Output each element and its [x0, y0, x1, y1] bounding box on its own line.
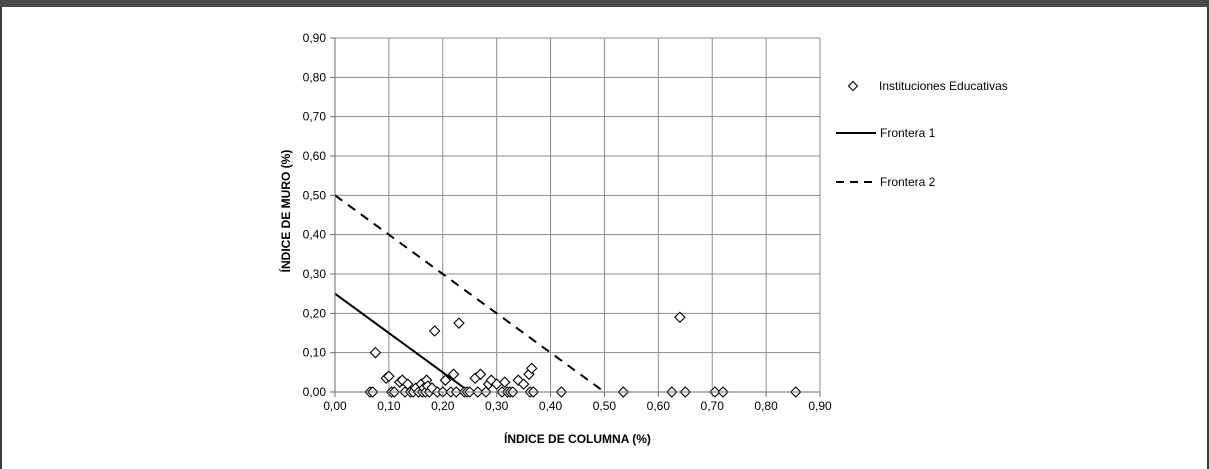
y-tick-label: 0,90 — [303, 31, 327, 45]
x-tick-label: 0,50 — [593, 399, 617, 413]
x-tick-label: 0,90 — [808, 399, 832, 413]
x-tick-label: 0,00 — [323, 399, 347, 413]
grid-lines — [334, 37, 821, 393]
y-tick-label: 0,60 — [303, 149, 327, 163]
legend-label: Frontera 1 — [880, 126, 936, 140]
y-tick-label: 0,50 — [303, 188, 327, 202]
frontier-line-2 — [334, 194, 606, 393]
y-tick-label: 0,70 — [303, 110, 327, 124]
frontier-line-1 — [334, 292, 471, 393]
x-tick-label: 0,70 — [701, 399, 725, 413]
x-tick-label: 0,60 — [647, 399, 671, 413]
x-tick-label: 0,80 — [754, 399, 778, 413]
frontier-lines — [334, 194, 606, 393]
data-point-diamond — [525, 362, 538, 375]
x-tick-label: 0,30 — [485, 399, 509, 413]
data-point-diamond — [453, 317, 465, 329]
y-tick-label: 0,80 — [303, 70, 327, 84]
data-point-diamond — [447, 368, 460, 381]
y-tick-label: 0,00 — [303, 385, 327, 399]
y-tick-label: 0,20 — [303, 306, 327, 320]
data-point-diamond — [439, 374, 452, 386]
legend-marker-diamond — [847, 80, 859, 92]
data-points — [364, 311, 802, 398]
legend-label: Instituciones Educativas — [879, 79, 1008, 93]
data-point-diamond — [674, 311, 686, 324]
legend: Instituciones Educativas Frontera 1 Fronte… — [836, 79, 1008, 189]
x-axis-title: ÍNDICE DE COLUMNA (%) — [504, 431, 651, 446]
y-axis-title: ÍNDICE DE MURO (%) — [278, 150, 293, 273]
y-tick-label: 0,40 — [303, 228, 327, 242]
window-top-bar — [0, 0, 1209, 7]
axes: 0,000,00 0,10 0,10 0,20 0,20 0,30 0,30 0,40 0,40… — [278, 31, 832, 446]
x-tick-label: 0,20 — [431, 399, 455, 413]
y-tick-label: 0,10 — [303, 346, 327, 360]
y-tick-label: 0,30 — [303, 267, 327, 281]
data-point-diamond — [428, 325, 441, 337]
data-point-diamond — [474, 368, 487, 381]
data-point-diamond — [517, 378, 530, 390]
x-tick-label: 0,40 — [539, 399, 563, 413]
x-tick-label: 0,10 — [377, 399, 401, 413]
legend-label: Frontera 2 — [880, 175, 936, 189]
data-point-diamond — [383, 370, 395, 383]
data-point-diamond — [498, 376, 511, 388]
data-point-diamond — [369, 346, 382, 359]
